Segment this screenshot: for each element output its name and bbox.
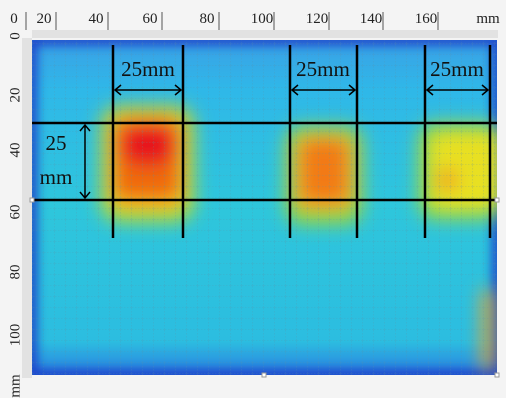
- top-ruler: [32, 30, 498, 38]
- left-ruler-label: 80: [7, 265, 23, 280]
- top-ruler-label: 100: [251, 11, 274, 27]
- left-ruler-label: 40: [7, 143, 23, 158]
- width-label: 25mm: [121, 57, 175, 81]
- top-ruler-label: 80: [200, 11, 215, 27]
- top-ruler-label: 0: [10, 11, 18, 27]
- top-ruler-label: mm: [476, 11, 500, 27]
- left-ruler-label: 20: [7, 88, 23, 103]
- left-ruler-label: 60: [7, 205, 23, 220]
- top-ruler-label: 120: [306, 11, 329, 27]
- left-ruler-label: mm: [7, 374, 23, 398]
- left-ruler-label: 100: [7, 324, 23, 347]
- top-ruler-label: 60: [143, 11, 158, 27]
- width-label: 25mm: [296, 57, 350, 81]
- height-label: mm: [40, 165, 73, 189]
- top-ruler-label: 140: [360, 11, 383, 27]
- width-label: 25mm: [430, 57, 484, 81]
- top-ruler-label: 160: [415, 11, 438, 27]
- top-ruler-label: 20: [37, 11, 52, 27]
- thermal-figure: 020406080100120140160mm020406080100mm25m…: [0, 0, 506, 398]
- left-ruler-label: 0: [7, 32, 23, 40]
- left-ruler: [22, 38, 32, 378]
- top-ruler-label: 40: [89, 11, 104, 27]
- height-label: 25: [46, 131, 67, 155]
